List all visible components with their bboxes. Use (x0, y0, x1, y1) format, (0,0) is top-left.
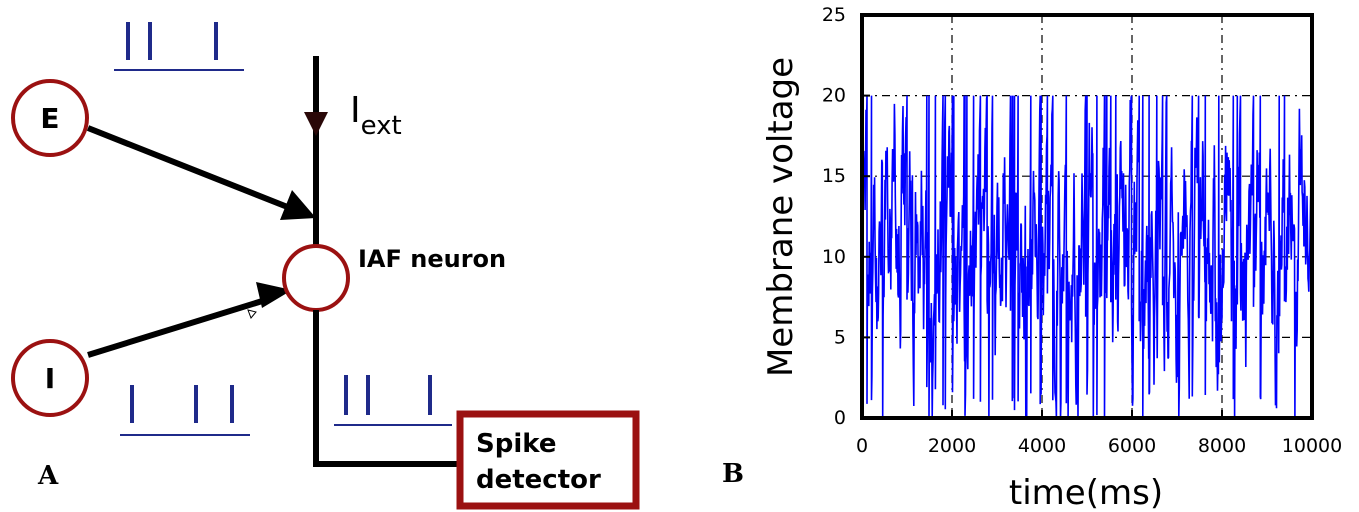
series-layer (861, 95, 1313, 419)
iaf-neuron-node (282, 244, 350, 312)
x-tick-label: 10000 (1282, 435, 1342, 457)
inhibitory-arrowhead-icon (256, 282, 292, 308)
y-axis-label: Membrane voltage (761, 57, 801, 377)
x-tick-label: 6000 (1108, 435, 1156, 457)
output-wire (313, 310, 458, 467)
y-tick-label: 5 (834, 326, 846, 348)
panel-a-diagram: Iext E I IAF neuron Spike detector A (11, 22, 640, 510)
y-tick-label: 20 (822, 85, 846, 107)
excitatory-connection (86, 125, 292, 211)
excitatory-node (11, 79, 89, 157)
iaf-neuron-label: IAF neuron (358, 245, 506, 273)
y-tick-label: 10 (822, 246, 846, 268)
panel-b-chart: B Membrane voltage time(ms) 0 2000 4000 600… (722, 4, 1342, 512)
spike-detector-label-line1: Spike (476, 429, 556, 459)
panel-b-label: B (722, 459, 744, 489)
x-tick-label: 0 (856, 435, 868, 457)
membrane-voltage-series (861, 95, 1313, 419)
external-current-arrow-icon (304, 112, 328, 136)
inhibitory-node-label: I (45, 362, 55, 395)
spike-train-inhibitory (120, 385, 250, 436)
spike-train-excitatory (114, 22, 244, 71)
x-tick-label: 2000 (928, 435, 976, 457)
y-tick-label: 0 (834, 407, 846, 429)
x-axis-label: time(ms) (1009, 473, 1163, 512)
inhibitory-connection (87, 295, 273, 358)
x-tick-label: 8000 (1198, 435, 1246, 457)
y-tick-label: 15 (822, 165, 846, 187)
plot-frame (860, 13, 1314, 420)
spike-detector-box (456, 410, 640, 510)
external-current-label: Iext (350, 90, 402, 141)
frame-layer (860, 13, 1314, 420)
spike-detector-label-line2: detector (476, 465, 601, 495)
inhibitory-node (11, 339, 89, 417)
spike-train-output (334, 375, 452, 426)
excitatory-arrowhead-icon (280, 190, 316, 220)
small-triangle-icon (247, 309, 257, 319)
x-tick-label: 4000 (1018, 435, 1066, 457)
excitatory-node-label: E (40, 102, 59, 135)
tick-layer: 0 2000 4000 6000 8000 10000 0 5 10 15 20 25 (822, 4, 1342, 457)
y-tick-label: 25 (822, 4, 846, 26)
panel-a-label: A (37, 461, 59, 491)
